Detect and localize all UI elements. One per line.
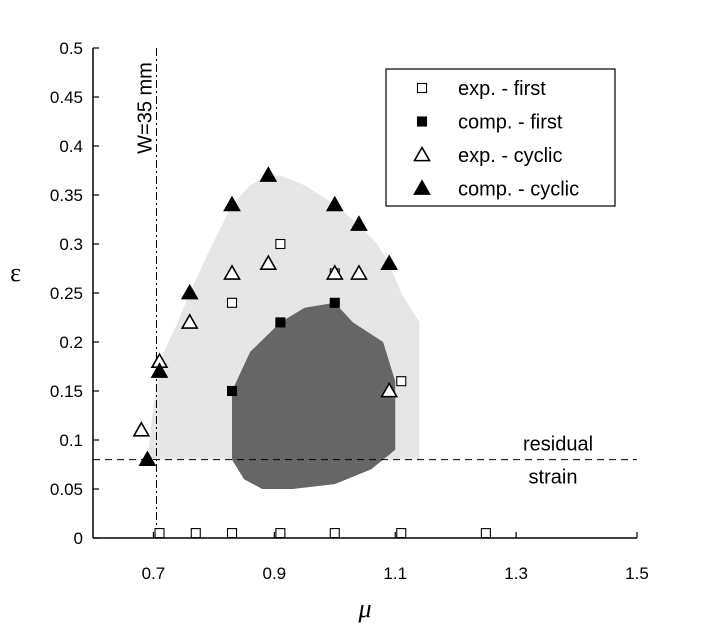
y-tick-label: 0.25 (50, 284, 83, 303)
legend-marker-exp-first (416, 82, 428, 94)
legend-label-comp-cyclic: comp. - cyclic (458, 179, 579, 201)
legend-label-exp-cyclic: exp. - cyclic (458, 145, 562, 167)
exp-first-point (226, 528, 238, 539)
legend: exp. - first comp. - first exp. - cyclic co… (385, 68, 616, 207)
x-tick-label: 0.9 (263, 564, 287, 583)
comp-cyclic-point (150, 362, 169, 378)
residual-strain-label-line1: residual (523, 434, 593, 456)
y-tick-label: 0.35 (50, 186, 83, 205)
y-tick-label: 0.05 (50, 480, 83, 499)
comp-cyclic-point (350, 215, 368, 231)
y-tick-label: 0.1 (59, 431, 83, 450)
exp-cyclic-point (223, 264, 241, 280)
exp-cyclic-point (350, 264, 368, 280)
y-tick-label: 0.3 (59, 235, 83, 254)
exp-first-point (275, 528, 286, 539)
exp-cyclic-point (132, 421, 151, 437)
exp-first-point (154, 528, 165, 539)
comp-cyclic-point (259, 166, 278, 182)
legend-marker-comp-first (416, 116, 428, 127)
exp-cyclic-point (259, 254, 278, 271)
exp-cyclic-point (325, 264, 344, 280)
y-tick-label: 0.2 (59, 333, 83, 352)
data-points (132, 166, 491, 539)
exp-cyclic-point (380, 381, 399, 398)
y-tick-label: 0.4 (59, 137, 83, 156)
comp-cyclic-point (180, 283, 199, 300)
comp-cyclic-point (223, 195, 241, 212)
exp-first-point (275, 238, 286, 250)
width-line-label: W=35 mm (134, 62, 156, 154)
legend-label-exp-first: exp. - first (458, 78, 546, 100)
axes: 0 0.05 0.1 0.15 0.2 0.25 0.3 0.35 0.4 0.45 0.5 0.7 0… (50, 39, 649, 583)
y-tick-label: 0.15 (50, 382, 83, 401)
y-axis-title: ε (10, 258, 21, 287)
x-tick-label: 1.5 (625, 564, 649, 583)
exp-first-point (329, 528, 340, 539)
comp-first-point (275, 317, 286, 328)
x-tick-label: 1.1 (383, 564, 407, 583)
exp-first-point (190, 528, 201, 539)
reference-lines: residual strain W=35 mm (93, 48, 637, 538)
comp-cyclic-point (325, 195, 344, 212)
y-tick-label: 0.5 (59, 39, 83, 58)
x-tick-label: 1.3 (504, 564, 528, 583)
legend-marker-exp-cyclic (413, 145, 431, 162)
x-tick-label: 0.7 (142, 564, 166, 583)
comp-cyclic-point (380, 254, 399, 271)
shaded-regions (147, 175, 420, 489)
exp-first-point (480, 528, 491, 539)
comp-first-point (329, 297, 340, 308)
legend-label-comp-first: comp. - first (458, 112, 563, 134)
exp-first-point (226, 297, 238, 308)
exp-first-point (396, 376, 407, 387)
legend-marker-comp-cyclic (413, 179, 431, 195)
comp-cyclic-point (138, 450, 157, 467)
comp-first-point (226, 385, 238, 397)
exp-first-point (396, 528, 407, 539)
x-axis-title: μ (357, 594, 371, 623)
y-tick-label: 0 (74, 529, 83, 548)
residual-strain-label-line2: strain (529, 467, 578, 489)
first-region (232, 302, 396, 489)
exp-cyclic-point (180, 313, 199, 329)
y-tick-label: 0.45 (50, 88, 83, 107)
